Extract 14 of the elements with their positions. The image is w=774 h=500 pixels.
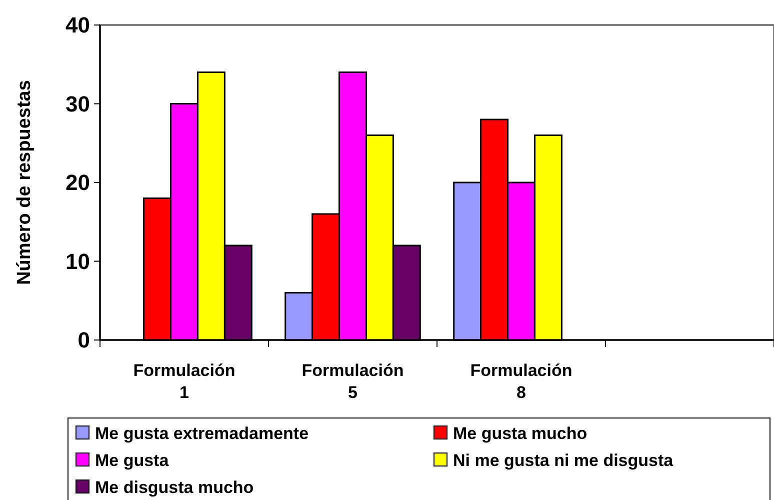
y-tick-label: 30 [66,91,90,116]
y-axis-title: Número de respuestas [14,80,35,285]
x-tick-label: Formulación 5 [302,361,404,402]
y-tick-label: 10 [66,248,90,274]
y-tick-label: 20 [66,170,90,196]
y-tick-label: 40 [66,12,90,38]
legend-label: Ni me gusta ni me disgusta [453,450,674,470]
legend-label: Me disgusta mucho [95,478,254,497]
legend-label: Me gusta [95,450,170,470]
legend-label: Me gusta mucho [453,424,588,443]
x-tick-label: Formulación 1 [133,361,236,402]
legend-label: Me gusta extremadamente [95,424,309,443]
y-tick-label: 0 [78,328,90,353]
x-tick-label: Formulación 8 [470,361,572,402]
